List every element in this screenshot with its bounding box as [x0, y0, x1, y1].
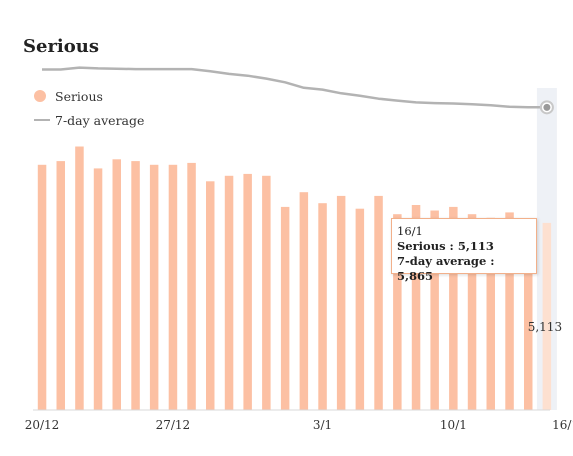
tooltip-serious-label: Serious : — [397, 239, 458, 253]
bar[interactable] — [467, 214, 477, 410]
legend-item-serious[interactable]: Serious — [34, 84, 144, 108]
bar[interactable] — [355, 208, 365, 410]
bar[interactable] — [374, 195, 383, 410]
bar[interactable] — [430, 210, 439, 411]
tooltip-average-value: 5,865 — [397, 269, 434, 283]
bar[interactable] — [224, 175, 234, 410]
legend: Serious 7-day average — [34, 84, 144, 132]
bar[interactable] — [505, 212, 514, 410]
bar[interactable] — [37, 164, 47, 410]
bar[interactable] — [299, 192, 309, 410]
legend-label-serious: Serious — [55, 88, 103, 104]
x-tick-label: 20/12 — [25, 418, 60, 432]
bar[interactable] — [262, 175, 271, 410]
highlight-value-label: 5,113 — [528, 320, 562, 334]
x-tick-label: 3/1 — [313, 418, 332, 432]
legend-item-average[interactable]: 7-day average — [34, 108, 144, 132]
bar[interactable] — [280, 206, 290, 410]
bar[interactable] — [149, 164, 159, 410]
average-point — [543, 103, 551, 111]
bar[interactable] — [524, 234, 533, 410]
tooltip-serious: Serious : 5,113 — [397, 239, 531, 254]
legend-label-average: 7-day average — [55, 112, 145, 128]
bar[interactable] — [486, 217, 496, 410]
bar[interactable] — [187, 162, 196, 410]
tooltip-average: 7-day average : 5,865 — [397, 254, 531, 284]
bar[interactable] — [93, 168, 103, 410]
bar[interactable] — [449, 206, 458, 410]
bar[interactable] — [75, 146, 84, 411]
tooltip-date: 16/1 — [397, 224, 423, 238]
tooltip-average-label: 7-day average : — [397, 254, 495, 268]
bar[interactable] — [206, 181, 215, 411]
bar[interactable] — [243, 173, 252, 410]
bar[interactable] — [411, 205, 421, 410]
bar[interactable] — [56, 161, 66, 410]
x-tick-label: 16/1 — [552, 418, 573, 432]
bar[interactable] — [318, 203, 327, 410]
x-tick-label: 27/12 — [156, 418, 191, 432]
chart-title: Serious — [23, 36, 99, 57]
bar[interactable] — [168, 164, 178, 410]
tooltip-serious-value: 5,113 — [457, 239, 494, 253]
legend-dot-icon — [34, 90, 46, 102]
bar[interactable] — [393, 214, 402, 410]
average-line — [42, 66, 547, 109]
bar[interactable] — [131, 161, 140, 410]
legend-line-icon — [34, 119, 50, 121]
bar[interactable] — [542, 222, 552, 410]
chart-tooltip: 16/1 Serious : 5,113 7-day average : 5,8… — [391, 218, 537, 283]
bar[interactable] — [112, 159, 122, 410]
x-tick-label: 10/1 — [440, 418, 467, 432]
bar[interactable] — [336, 195, 346, 410]
